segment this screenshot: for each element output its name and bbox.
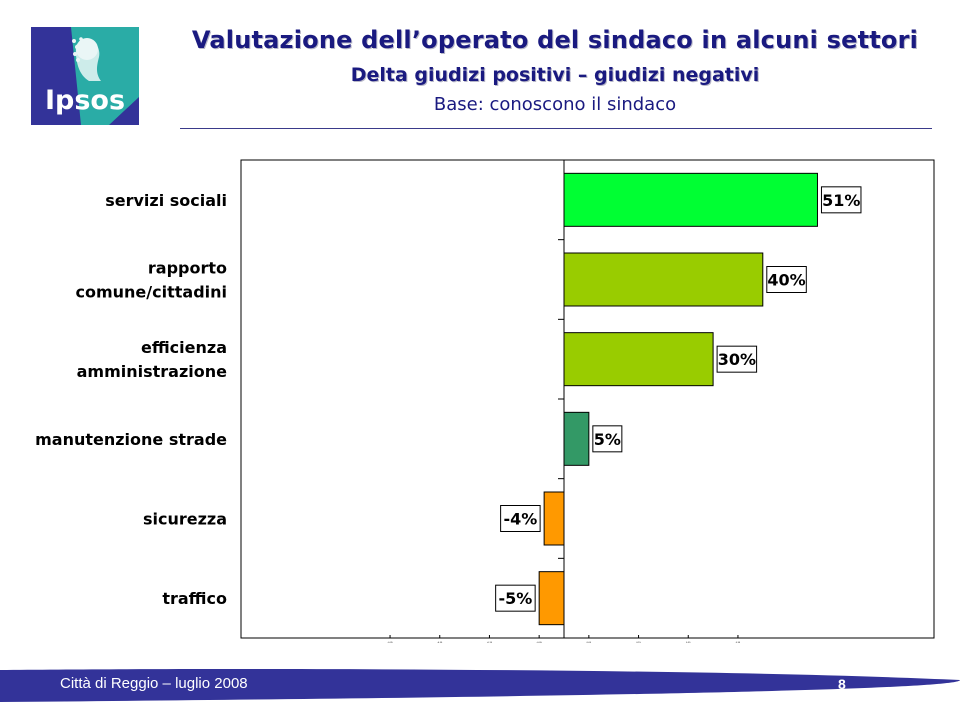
footer-band xyxy=(0,669,960,702)
data-label: 40% xyxy=(767,271,805,290)
category-label: manutenzione strade xyxy=(35,430,227,449)
bar xyxy=(543,491,565,546)
category-label: traffico xyxy=(162,589,227,608)
plot-area xyxy=(240,159,935,639)
category-label: efficienza xyxy=(141,338,227,357)
category-label: comune/cittadini xyxy=(76,283,228,302)
bar xyxy=(563,252,764,307)
base-note: Base: conoscono il sindaco xyxy=(433,94,677,115)
bar xyxy=(563,411,590,466)
footer-text: Città di Reggio – luglio 2008 xyxy=(60,675,248,692)
page-subtitle: Delta giudizi positivi – giudizi negativ… xyxy=(350,64,760,86)
category-label: rapporto xyxy=(148,259,227,278)
x-tick-label: 0.05 xyxy=(587,642,592,644)
x-tick-label: -0.05 xyxy=(537,642,543,644)
x-tick-label: -0.35 xyxy=(387,642,393,644)
x-tick-label: -0.15 xyxy=(487,642,493,644)
data-label-box xyxy=(716,345,758,373)
category-label: servizi sociali xyxy=(105,191,227,210)
x-tick-label: 0.25 xyxy=(686,642,691,644)
x-tick-label: -0.25 xyxy=(437,642,443,644)
x-tick-label: 0.35 xyxy=(736,642,741,644)
category-label: sicurezza xyxy=(143,510,227,529)
x-tick-label: 0.15 xyxy=(636,642,641,644)
bar-chart: -0.35 -0.25 -0.15 -0.05 0.05 0.15 0.25 0.35 51%… xyxy=(35,159,935,644)
data-label: 30% xyxy=(718,350,756,369)
ipsos-logo: Ipsos xyxy=(31,27,139,125)
header-divider xyxy=(180,128,932,129)
category-label: amministrazione xyxy=(77,362,228,381)
data-label: 51% xyxy=(822,191,860,210)
head-silhouette-icon xyxy=(72,37,101,81)
data-label-box xyxy=(495,584,536,612)
data-label: 5% xyxy=(594,430,621,449)
data-label-box xyxy=(766,266,807,293)
data-label-box xyxy=(592,425,623,453)
data-label-box xyxy=(820,186,862,214)
data-label: -5% xyxy=(498,589,532,608)
logo-text: Ipsos xyxy=(45,85,125,116)
data-label: -4% xyxy=(503,510,537,529)
page-title: Valutazione dell’operato del sindaco in … xyxy=(191,26,919,54)
bar xyxy=(563,172,818,227)
bar xyxy=(538,571,565,626)
data-label-box xyxy=(500,505,541,532)
bar xyxy=(563,332,714,387)
page-number: 8 xyxy=(838,676,846,692)
